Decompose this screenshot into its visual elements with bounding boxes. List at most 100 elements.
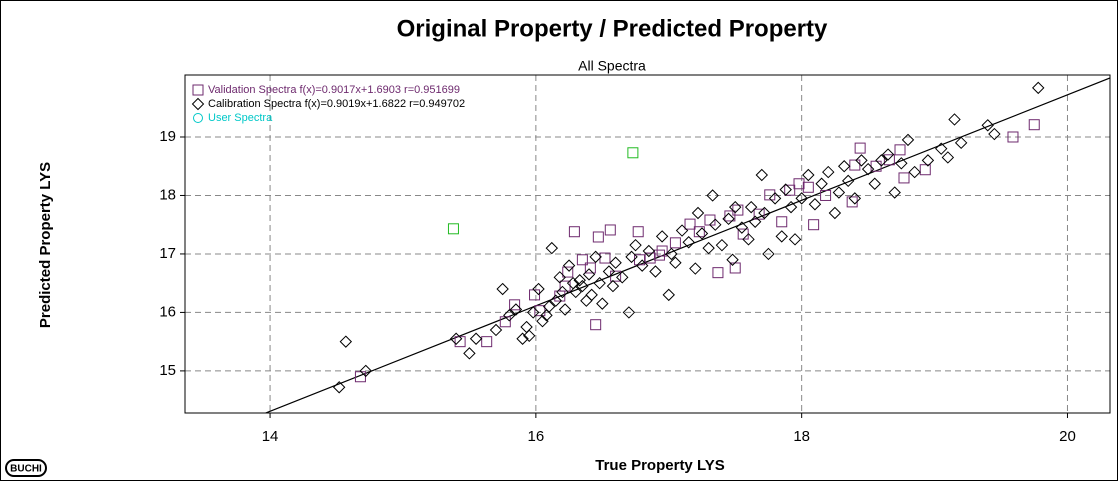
point (463, 347, 476, 360)
point (558, 303, 572, 316)
point (662, 288, 675, 302)
point (526, 306, 540, 319)
point (709, 218, 722, 231)
point (562, 259, 576, 272)
point (875, 154, 888, 167)
point (609, 256, 622, 269)
point (449, 332, 463, 345)
point (802, 168, 815, 182)
point (954, 136, 968, 150)
point (768, 192, 782, 205)
point (808, 219, 820, 231)
logo: BUCHI (5, 459, 47, 477)
point (622, 306, 636, 319)
point (948, 113, 961, 126)
point (656, 245, 668, 257)
point (941, 151, 955, 164)
point (536, 314, 549, 328)
point (540, 309, 553, 322)
point (919, 164, 931, 176)
point (793, 178, 805, 190)
point (553, 271, 566, 284)
point (585, 288, 598, 302)
fit-line (264, 77, 1110, 413)
point (532, 282, 545, 296)
legend-fit: f(x)=0.9017x+1.6903 r=0.951699 (299, 84, 460, 96)
point (849, 159, 861, 171)
point (894, 144, 906, 156)
point (549, 294, 563, 307)
point (722, 212, 735, 226)
point (748, 215, 762, 228)
x-tick-label: 18 (793, 428, 810, 445)
point (784, 184, 796, 196)
point (832, 186, 846, 199)
point (665, 247, 678, 261)
point (604, 224, 616, 236)
point (606, 279, 620, 293)
point (653, 249, 665, 261)
legend-label: Calibration Spectra (208, 98, 302, 110)
point (712, 267, 724, 279)
point (795, 192, 808, 205)
point (556, 285, 569, 299)
point (901, 133, 915, 147)
x-tick-label: 16 (528, 428, 545, 445)
point (596, 297, 609, 310)
point (635, 259, 649, 272)
point (627, 147, 639, 159)
point (545, 241, 559, 255)
point (649, 265, 662, 278)
point (625, 250, 638, 264)
point (339, 335, 353, 348)
point (776, 216, 788, 228)
point (921, 154, 935, 167)
point (691, 206, 705, 220)
chart-title: Original Property / Predicted Property (397, 15, 828, 42)
point (1032, 81, 1045, 95)
point (753, 208, 765, 220)
plot-area (184, 74, 1111, 414)
y-tick-label: 17 (159, 245, 176, 262)
point (981, 119, 994, 132)
y-tick-label: 18 (159, 186, 176, 203)
point (481, 336, 493, 348)
point (854, 142, 866, 154)
point (935, 142, 948, 155)
point (764, 189, 776, 201)
point (496, 282, 509, 296)
point (573, 274, 586, 287)
legend-label: User Spectra (208, 112, 273, 124)
point (576, 254, 588, 266)
point (562, 266, 574, 278)
y-tick-label: 15 (159, 362, 176, 379)
point (855, 154, 868, 167)
point (837, 160, 851, 173)
point (779, 183, 792, 196)
point (724, 210, 736, 222)
point (702, 241, 715, 255)
x-axis-label: True Property LYS (595, 457, 725, 474)
point (1007, 131, 1019, 143)
point (684, 218, 696, 230)
point (735, 221, 749, 234)
y-tick-label: 16 (159, 303, 176, 320)
point (689, 262, 702, 275)
point (616, 271, 629, 284)
point (881, 148, 895, 161)
point (758, 206, 771, 220)
point (868, 177, 881, 190)
point (669, 237, 681, 249)
point (988, 127, 1001, 141)
point (489, 323, 503, 337)
point (593, 276, 606, 290)
point (569, 285, 582, 299)
legend-fit: f(x)=0.9019x+1.6822 r=0.949702 (305, 98, 466, 110)
point (523, 329, 536, 343)
point (898, 172, 910, 184)
point (503, 309, 516, 322)
point (576, 279, 589, 293)
point (644, 252, 656, 264)
